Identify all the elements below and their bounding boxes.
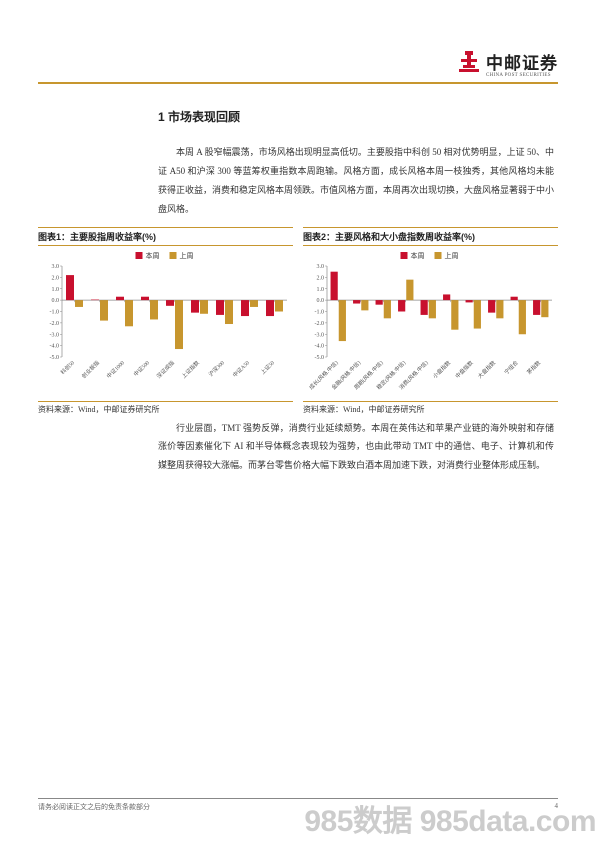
svg-text:本周: 本周 — [411, 251, 425, 260]
svg-text:科创50: 科创50 — [59, 358, 77, 376]
svg-text:-5.0: -5.0 — [50, 355, 60, 361]
chart-2-title: 图表2：主要风格和大小盘指数周收益率(%) — [303, 227, 558, 246]
page: 中邮证券 CHINA POST SECURITIES 1 市场表现回顾 本周 A… — [0, 0, 596, 842]
paragraph-2: 行业层面，TMT 强势反弹，消费行业延续颓势。本周在英伟达和苹果产业链的海外映射… — [158, 419, 554, 476]
chart-2-source: 资料来源：Wind，中邮证券研究所 — [303, 401, 558, 415]
svg-text:上证指数: 上证指数 — [180, 358, 202, 380]
section-heading: 1 市场表现回顾 — [158, 108, 558, 125]
svg-text:2.0: 2.0 — [52, 275, 60, 281]
svg-text:3.0: 3.0 — [317, 264, 325, 270]
svg-text:-5.0: -5.0 — [315, 355, 325, 361]
svg-text:0.0: 0.0 — [52, 298, 60, 304]
svg-text:中证500: 中证500 — [132, 358, 151, 377]
svg-text:小盘指数: 小盘指数 — [431, 358, 453, 380]
brand-logo: 中邮证券 CHINA POST SECURITIES — [456, 49, 558, 78]
svg-text:大盘指数: 大盘指数 — [476, 358, 498, 380]
chart-1: 本周 上周 -5.0 -4.0 -3.0 -2.0 -1.0 0.0 1.0 2.0 3.0 科创50… — [38, 246, 293, 401]
svg-text:中盘指数: 中盘指数 — [453, 358, 475, 380]
svg-text:上周: 上周 — [445, 251, 459, 260]
section-number: 1 — [158, 110, 165, 124]
watermark: 985数据 985data.com — [304, 796, 596, 840]
svg-text:创业板指: 创业板指 — [80, 358, 102, 380]
svg-text:-1.0: -1.0 — [50, 309, 60, 315]
logo-icon — [456, 49, 482, 78]
chart-1-container: 图表1：主要股指周收益率(%) 本周 上周 -5.0 -4.0 -3.0 -2.0 -1.0… — [38, 227, 293, 415]
chart-1-source: 资料来源：Wind，中邮证券研究所 — [38, 401, 293, 415]
svg-text:宁组合: 宁组合 — [502, 358, 520, 376]
svg-text:-2.0: -2.0 — [315, 320, 325, 326]
svg-text:上证50: 上证50 — [259, 358, 277, 376]
chart-2-container: 图表2：主要风格和大小盘指数周收益率(%) 本周 上周 -5.0 -4.0 -3.0 -2… — [303, 227, 558, 415]
svg-text:3.0: 3.0 — [52, 264, 60, 270]
svg-text:-4.0: -4.0 — [50, 343, 60, 349]
chart-2: 本周上周-5.0-4.0-3.0-2.0-1.00.01.02.03.0成长(风… — [303, 246, 558, 401]
svg-text:沪深300: 沪深300 — [207, 358, 226, 377]
paragraph-1: 本周 A 股窄幅震荡，市场风格出现明显高低切。主要股指中科创 50 相对优势明显… — [158, 143, 554, 219]
svg-text:-2.0: -2.0 — [50, 320, 60, 326]
svg-text:中证1000: 中证1000 — [105, 358, 126, 379]
svg-text:本周: 本周 — [146, 251, 160, 260]
svg-text:茅指数: 茅指数 — [525, 358, 543, 376]
charts-row: 图表1：主要股指周收益率(%) 本周 上周 -5.0 -4.0 -3.0 -2.0 -1.0… — [38, 227, 558, 415]
header: 中邮证券 CHINA POST SECURITIES — [38, 46, 558, 80]
svg-text:中证A50: 中证A50 — [231, 358, 251, 378]
svg-text:-3.0: -3.0 — [50, 332, 60, 338]
svg-text:-4.0: -4.0 — [315, 343, 325, 349]
section-title-text: 市场表现回顾 — [168, 110, 240, 124]
svg-text:2.0: 2.0 — [317, 275, 325, 281]
svg-text:0.0: 0.0 — [317, 298, 325, 304]
header-divider — [38, 82, 558, 84]
svg-text:1.0: 1.0 — [52, 286, 60, 292]
svg-text:1.0: 1.0 — [317, 286, 325, 292]
svg-text:-1.0: -1.0 — [315, 309, 325, 315]
svg-text:-3.0: -3.0 — [315, 332, 325, 338]
svg-text:深证成指: 深证成指 — [155, 358, 177, 380]
logo-text-cn: 中邮证券 — [486, 49, 558, 74]
logo-text-en: CHINA POST SECURITIES — [486, 73, 558, 78]
footer-disclaimer: 请务必阅读正文之后的免责条款部分 — [38, 802, 150, 812]
chart-1-title: 图表1：主要股指周收益率(%) — [38, 227, 293, 246]
svg-text:上周: 上周 — [180, 251, 194, 260]
